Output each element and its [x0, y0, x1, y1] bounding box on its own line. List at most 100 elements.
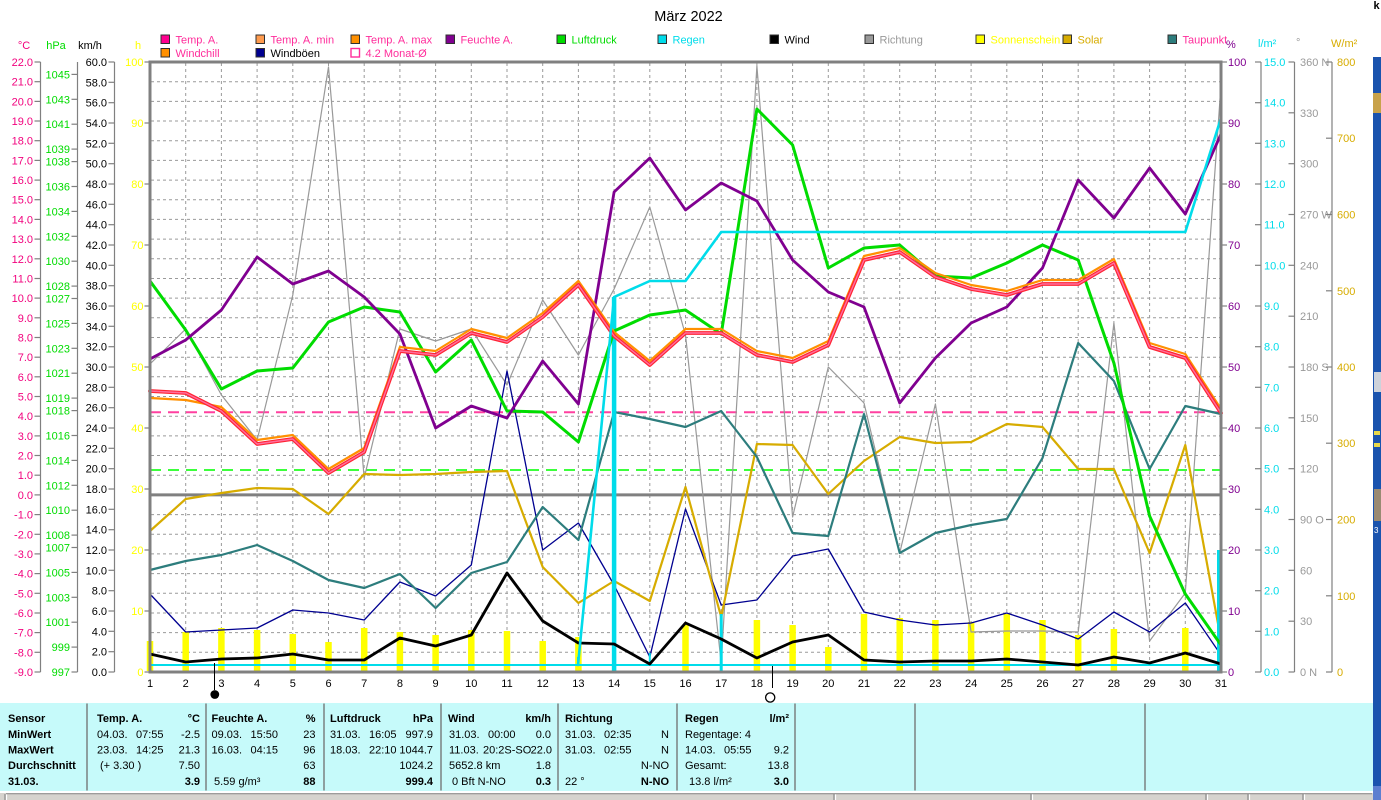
- svg-text:05:55: 05:55: [724, 745, 752, 757]
- svg-text:MaxWert: MaxWert: [8, 745, 54, 757]
- svg-text:Luftdruck: Luftdruck: [330, 713, 382, 725]
- svg-text:16:05: 16:05: [369, 729, 397, 741]
- svg-text:Temp. A. min: Temp. A. min: [271, 35, 335, 47]
- svg-text:5.59 g/m³: 5.59 g/m³: [214, 776, 261, 788]
- svg-text:02:55: 02:55: [604, 745, 632, 757]
- svg-text:10: 10: [1228, 606, 1240, 618]
- svg-text:10.0: 10.0: [1264, 260, 1285, 272]
- svg-text:22 °: 22 °: [565, 776, 585, 788]
- svg-text:6: 6: [325, 678, 331, 690]
- svg-text:100: 100: [125, 57, 143, 69]
- svg-text:1001: 1001: [46, 617, 70, 629]
- svg-text:-7.0: -7.0: [14, 628, 33, 640]
- svg-text:60: 60: [1228, 301, 1240, 313]
- svg-text:20: 20: [1228, 545, 1240, 557]
- svg-text:12: 12: [537, 678, 549, 690]
- svg-text:60: 60: [131, 301, 143, 313]
- svg-text:40: 40: [131, 423, 143, 435]
- svg-text:2.0: 2.0: [18, 451, 33, 463]
- svg-text:6.0: 6.0: [1264, 423, 1279, 435]
- svg-text:29: 29: [1143, 678, 1155, 690]
- svg-text:63: 63: [303, 760, 315, 772]
- svg-text:30: 30: [1300, 616, 1312, 628]
- svg-text:27: 27: [1072, 678, 1084, 690]
- svg-text:1039: 1039: [46, 144, 70, 156]
- svg-text:°C: °C: [188, 713, 200, 725]
- svg-text:13.0: 13.0: [12, 234, 33, 246]
- svg-text:Solar: Solar: [1078, 35, 1104, 47]
- svg-text:700: 700: [1337, 133, 1355, 145]
- svg-text:1045: 1045: [46, 69, 70, 81]
- svg-text:5: 5: [290, 678, 296, 690]
- svg-text:1034: 1034: [46, 206, 70, 218]
- svg-text:2.0: 2.0: [92, 647, 107, 659]
- svg-text:30: 30: [131, 484, 143, 496]
- svg-text:N: N: [661, 745, 669, 757]
- svg-text:28: 28: [1108, 678, 1120, 690]
- svg-text:11.03.: 11.03.: [449, 745, 479, 757]
- svg-text:4.2 Monat-Ø: 4.2 Monat-Ø: [366, 48, 428, 60]
- svg-text:44.0: 44.0: [86, 220, 107, 232]
- svg-text:l/m²: l/m²: [1258, 38, 1277, 50]
- svg-text:10.0: 10.0: [12, 293, 33, 305]
- svg-text:13.0: 13.0: [1264, 138, 1285, 150]
- svg-text:17: 17: [715, 678, 727, 690]
- svg-text:240: 240: [1300, 260, 1318, 272]
- svg-text:18.03.: 18.03.: [330, 745, 361, 757]
- svg-text:0: 0: [1228, 667, 1234, 679]
- svg-text:88: 88: [303, 776, 315, 788]
- svg-text:42.0: 42.0: [86, 240, 107, 252]
- svg-text:Temp. A. max: Temp. A. max: [366, 35, 433, 47]
- svg-text:k: k: [1374, 0, 1381, 12]
- svg-text:19.0: 19.0: [12, 116, 33, 128]
- svg-text:hPa: hPa: [413, 713, 434, 725]
- svg-text:34.0: 34.0: [86, 321, 107, 333]
- svg-text:11.0: 11.0: [1264, 220, 1285, 232]
- svg-text:Taupunkt: Taupunkt: [1183, 35, 1228, 47]
- svg-text:1014: 1014: [46, 455, 70, 467]
- svg-text:18.0: 18.0: [12, 136, 33, 148]
- svg-text:96: 96: [303, 745, 315, 757]
- svg-text:l/m²: l/m²: [769, 713, 789, 725]
- svg-text:15.0: 15.0: [12, 195, 33, 207]
- svg-text:-4.0: -4.0: [14, 569, 33, 581]
- svg-text:20.0: 20.0: [12, 96, 33, 108]
- svg-text:13.8 l/m²: 13.8 l/m²: [689, 776, 732, 788]
- svg-text:18.0: 18.0: [86, 484, 107, 496]
- svg-text:2: 2: [183, 678, 189, 690]
- svg-text:300: 300: [1300, 159, 1318, 171]
- svg-text:0.0: 0.0: [536, 729, 551, 741]
- svg-text:21: 21: [858, 678, 870, 690]
- svg-text:1023: 1023: [46, 343, 70, 355]
- svg-text:14:25: 14:25: [136, 745, 164, 757]
- svg-text:09.03.: 09.03.: [212, 729, 243, 741]
- svg-text:02:35: 02:35: [604, 729, 632, 741]
- svg-text:N-NO: N-NO: [641, 776, 670, 788]
- svg-text:31.03.: 31.03.: [565, 745, 596, 757]
- svg-text:9.0: 9.0: [1264, 301, 1279, 313]
- svg-text:3: 3: [218, 678, 224, 690]
- svg-text:-5.0: -5.0: [14, 588, 33, 600]
- svg-text:150: 150: [1300, 413, 1318, 425]
- svg-text:1019: 1019: [46, 393, 70, 405]
- svg-text:1030: 1030: [46, 256, 70, 268]
- svg-text:23: 23: [929, 678, 941, 690]
- svg-text:1038: 1038: [46, 157, 70, 169]
- svg-text:14: 14: [608, 678, 620, 690]
- svg-text:-1.0: -1.0: [14, 510, 33, 522]
- svg-text:-6.0: -6.0: [14, 608, 33, 620]
- svg-text:16.03.: 16.03.: [212, 745, 243, 757]
- svg-text:%: %: [306, 713, 316, 725]
- svg-text:28.0: 28.0: [86, 382, 107, 394]
- svg-text:22: 22: [894, 678, 906, 690]
- svg-text:1.0: 1.0: [1264, 626, 1279, 638]
- svg-text:°C: °C: [18, 40, 30, 52]
- svg-text:MinWert: MinWert: [8, 729, 52, 741]
- svg-text:-3.0: -3.0: [14, 549, 33, 561]
- svg-text:22:10: 22:10: [369, 745, 397, 757]
- svg-text:Temp. A.: Temp. A.: [97, 713, 142, 725]
- svg-text:-2.0: -2.0: [14, 529, 33, 541]
- svg-text:210: 210: [1300, 311, 1318, 323]
- svg-text:1044.7: 1044.7: [399, 745, 433, 757]
- svg-text:8.0: 8.0: [1264, 342, 1279, 354]
